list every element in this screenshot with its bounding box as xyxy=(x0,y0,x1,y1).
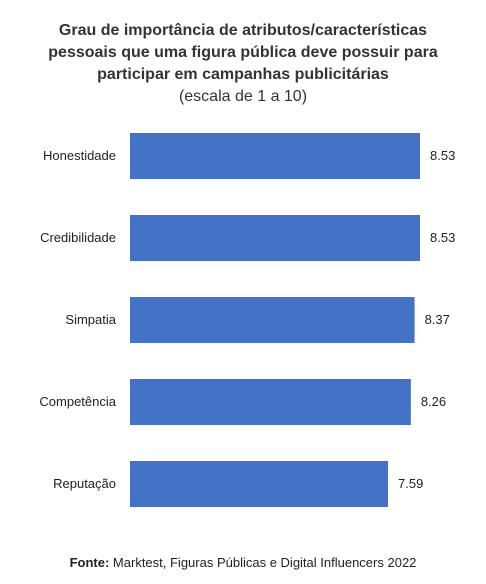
source-text: Marktest, Figuras Públicas e Digital Inf… xyxy=(109,555,417,570)
data-label-3: 8.26 xyxy=(421,394,446,409)
chart-title: Grau de importância de atributos/caracte… xyxy=(0,20,486,108)
chart-subtitle: (escala de 1 a 10) xyxy=(178,88,308,105)
category-label-3: Competência xyxy=(39,394,116,409)
bar-2 xyxy=(130,297,415,343)
data-label-4: 7.59 xyxy=(398,476,423,491)
data-label-1: 8.53 xyxy=(430,230,455,245)
category-label-4: Reputação xyxy=(53,476,116,491)
category-label-2: Simpatia xyxy=(65,312,116,327)
bar-3 xyxy=(130,379,411,425)
category-label-0: Honestidade xyxy=(43,148,116,163)
chart-title-line-1: Grau de importância de atributos/caracte… xyxy=(58,22,428,39)
bar-4 xyxy=(130,461,389,507)
source-label: Fonte: xyxy=(69,555,110,570)
category-label-1: Credibilidade xyxy=(40,230,116,245)
source-note: Fonte: Marktest, Figuras Públicas e Digi… xyxy=(0,555,486,570)
bar-1 xyxy=(130,215,421,261)
data-label-2: 8.37 xyxy=(425,312,450,327)
bar-0 xyxy=(130,133,421,179)
chart-title-line-3: participar em campanhas publicitárias xyxy=(97,66,389,83)
chart-title-line-2: pessoais que uma figura pública deve pos… xyxy=(48,44,438,61)
data-label-0: 8.53 xyxy=(430,148,455,163)
